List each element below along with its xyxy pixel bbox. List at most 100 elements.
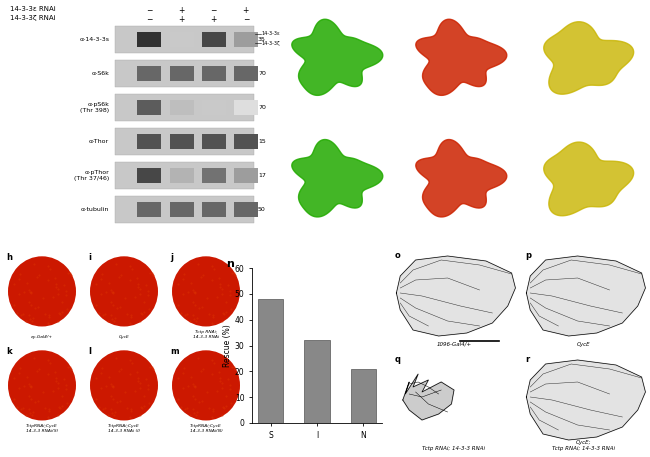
Text: +: + (178, 5, 185, 15)
Bar (170, 101, 194, 115)
Text: 1096-Gal4/+: 1096-Gal4/+ (436, 342, 471, 347)
Text: f: f (401, 126, 405, 135)
Bar (114, 94, 254, 121)
Text: 14-3-3ζ RNAi: 14-3-3ζ RNAi (10, 16, 56, 21)
Bar (137, 168, 161, 183)
Text: TctpRNAi;CycE
14-3-3 RNAi(S): TctpRNAi;CycE 14-3-3 RNAi(S) (26, 425, 58, 433)
Text: 15: 15 (258, 139, 266, 144)
Polygon shape (403, 374, 454, 420)
Bar (234, 202, 258, 217)
Text: g: g (525, 126, 532, 135)
Bar (137, 32, 161, 47)
Ellipse shape (8, 351, 76, 420)
Text: CycE: CycE (495, 106, 513, 115)
Text: Arm-lacZ: Arm-lacZ (354, 228, 389, 237)
Text: −: − (211, 5, 217, 15)
Text: α-tubulin: α-tubulin (81, 207, 109, 212)
Bar (114, 128, 254, 155)
Text: 14-3-3ε: 14-3-3ε (262, 31, 281, 36)
Text: h: h (6, 253, 12, 262)
Bar (114, 60, 254, 87)
Text: +: + (242, 5, 249, 15)
Text: o: o (395, 251, 401, 260)
Polygon shape (526, 360, 645, 440)
Bar (137, 202, 161, 217)
Polygon shape (292, 19, 383, 96)
Text: 17: 17 (258, 173, 266, 178)
Bar (202, 101, 226, 115)
Bar (114, 197, 254, 223)
Text: α-pS6k
(Thr 398): α-pS6k (Thr 398) (80, 102, 109, 113)
Bar (170, 202, 194, 217)
Text: +: + (211, 16, 217, 24)
Bar (114, 27, 254, 53)
Polygon shape (396, 256, 515, 336)
Polygon shape (544, 22, 634, 94)
Polygon shape (526, 256, 645, 336)
Polygon shape (544, 142, 634, 216)
Text: e: e (277, 126, 283, 135)
Text: 14-3-3ζ: 14-3-3ζ (262, 41, 281, 46)
Polygon shape (416, 139, 507, 217)
Bar (234, 66, 258, 81)
Bar (202, 134, 226, 149)
Text: j: j (170, 253, 173, 262)
Text: α-14-3-3s: α-14-3-3s (79, 37, 109, 42)
Text: q: q (395, 355, 401, 364)
Bar (304, 340, 330, 423)
Text: n: n (226, 259, 234, 269)
Text: +: + (178, 16, 185, 24)
Bar (234, 134, 258, 149)
Text: i: i (88, 253, 91, 262)
Text: Tctp RNAi; 14-3-3 RNAi: Tctp RNAi; 14-3-3 RNAi (422, 446, 486, 451)
Ellipse shape (90, 351, 158, 420)
Bar (170, 32, 194, 47)
Text: 35: 35 (258, 37, 266, 42)
Text: CycE: CycE (577, 342, 591, 347)
Bar (350, 369, 376, 423)
Text: 70: 70 (258, 105, 266, 110)
Text: l: l (88, 347, 91, 356)
Polygon shape (292, 139, 383, 217)
Text: p: p (525, 251, 531, 260)
Bar (258, 299, 283, 423)
Text: 70: 70 (258, 71, 266, 76)
Text: Tctp RNAi;
14-3-3 RNAi: Tctp RNAi; 14-3-3 RNAi (193, 330, 219, 339)
Bar (137, 101, 161, 115)
Bar (202, 202, 226, 217)
Text: GFP: GFP (374, 106, 389, 115)
Bar (170, 134, 194, 149)
Text: α-S6k: α-S6k (91, 71, 109, 76)
Ellipse shape (172, 256, 240, 326)
Text: TctpRNAi;CycE
14-3-3 RNAi (I): TctpRNAi;CycE 14-3-3 RNAi (I) (108, 425, 140, 433)
Text: ey-Gal4/+: ey-Gal4/+ (31, 335, 53, 339)
Text: 14-3-3ε RNAi: 14-3-3ε RNAi (10, 5, 56, 11)
Text: −: − (146, 5, 153, 15)
Ellipse shape (90, 256, 158, 326)
Text: k: k (6, 347, 12, 356)
Text: d: d (525, 5, 532, 15)
Bar (114, 162, 254, 189)
Y-axis label: Rescue (%): Rescue (%) (223, 324, 232, 367)
Text: r: r (525, 355, 529, 364)
Text: 14-3-3-ζ07103 clones: 14-3-3-ζ07103 clones (301, 126, 365, 131)
Text: CycE: CycE (119, 335, 129, 339)
Text: 14-3-3-ζj2B10 clones: 14-3-3-ζj2B10 clones (302, 5, 364, 11)
Text: CycE;
Tctp RNAi; 14-3-3 RNAi: CycE; Tctp RNAi; 14-3-3 RNAi (552, 440, 616, 451)
Text: −: − (146, 16, 153, 24)
Bar (234, 101, 258, 115)
Bar (202, 66, 226, 81)
Bar (202, 32, 226, 47)
Text: −: − (242, 16, 249, 24)
Bar (202, 168, 226, 183)
Bar (170, 66, 194, 81)
Ellipse shape (172, 351, 240, 420)
Text: 50: 50 (258, 207, 266, 212)
Text: Merge: Merge (619, 228, 643, 237)
Text: Merge: Merge (619, 106, 643, 115)
Bar (137, 66, 161, 81)
Text: TctpRNAi;CycE
14-3-3 RNAi(N): TctpRNAi;CycE 14-3-3 RNAi(N) (190, 425, 222, 433)
Text: m: m (170, 347, 179, 356)
Bar (234, 168, 258, 183)
Text: c: c (401, 5, 406, 15)
